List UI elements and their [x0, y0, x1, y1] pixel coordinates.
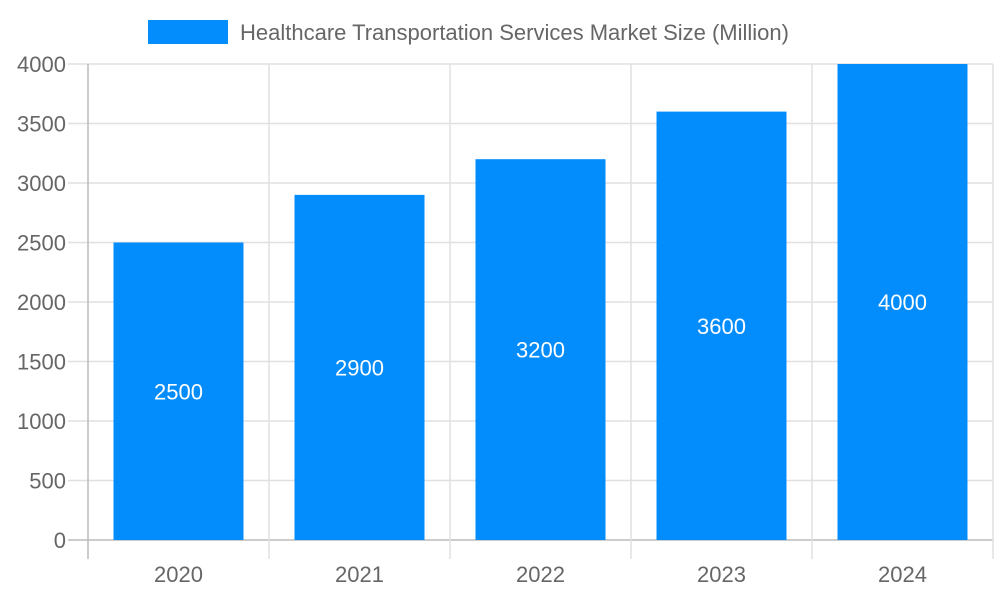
bars	[113, 64, 968, 540]
bar-2021	[294, 194, 425, 540]
bar-2022	[475, 159, 606, 540]
y-tick-label: 1500	[17, 350, 66, 375]
x-tick-label: 2024	[878, 562, 927, 587]
x-tick-label: 2021	[335, 562, 384, 587]
data-label: 4000	[878, 290, 927, 315]
data-label: 2500	[154, 379, 203, 404]
y-tick-label: 2000	[17, 290, 66, 315]
y-tick-label: 4000	[17, 52, 66, 77]
bar-2023	[656, 111, 787, 540]
legend-label[interactable]: Healthcare Transportation Services Marke…	[240, 20, 789, 45]
data-label: 3200	[516, 338, 565, 363]
data-label: 3600	[697, 314, 746, 339]
y-tick-label: 1000	[17, 409, 66, 434]
y-tick-label: 0	[54, 528, 66, 553]
data-label: 2900	[335, 355, 384, 380]
legend-swatch[interactable]	[148, 20, 228, 44]
bar-2020	[113, 242, 244, 540]
x-tick-label: 2023	[697, 562, 746, 587]
bar-2024	[837, 64, 968, 540]
axis-labels: 0 500 1000 1500 2000 2500 3000 3500 4000 2500 2020…	[17, 52, 927, 587]
y-tick-label: 3500	[17, 112, 66, 137]
x-tick-label: 2020	[154, 562, 203, 587]
y-tick-label: 3000	[17, 171, 66, 196]
x-tick-label: 2022	[516, 562, 565, 587]
y-tick-label: 500	[29, 469, 66, 494]
y-tick-label: 2500	[17, 231, 66, 256]
